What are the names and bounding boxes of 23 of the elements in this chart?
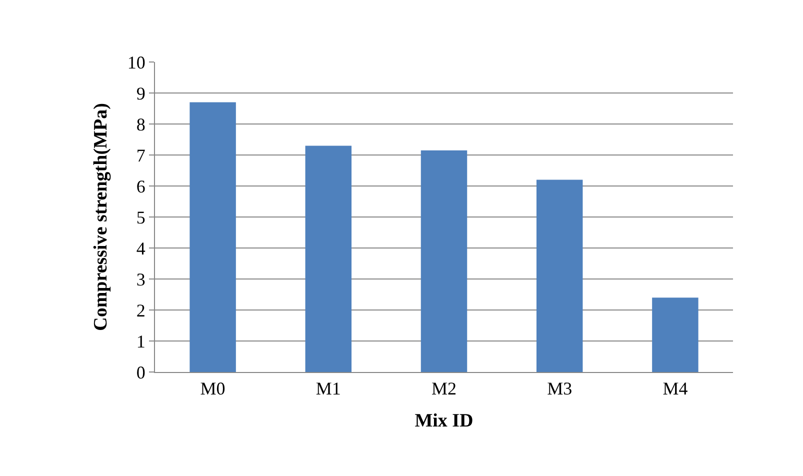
bar <box>536 180 583 372</box>
x-tick-label: M2 <box>431 378 457 399</box>
y-tick-label: 4 <box>136 238 146 258</box>
y-axis-title: Compressive strength(MPa) <box>90 103 112 331</box>
bar <box>652 298 698 372</box>
x-tick-label: M1 <box>316 378 341 399</box>
x-axis-title: Mix ID <box>414 410 474 432</box>
bar <box>305 146 352 372</box>
y-tick-label: 2 <box>136 300 146 320</box>
y-tick-label: 6 <box>136 176 146 196</box>
y-tick-label: 9 <box>136 83 146 104</box>
bar <box>190 102 236 372</box>
y-tick-label: 0 <box>136 362 146 382</box>
y-tick-label: 3 <box>136 269 146 290</box>
bar <box>420 150 468 372</box>
x-tick-label: M4 <box>662 378 688 399</box>
x-tick-label: M3 <box>547 378 572 399</box>
y-tick-label: 10 <box>127 52 146 72</box>
y-tick-label: 8 <box>136 114 146 134</box>
y-tick-label: 5 <box>136 207 146 228</box>
y-tick-label: 7 <box>136 145 146 166</box>
y-tick-label: 1 <box>136 331 146 352</box>
x-tick-label: M0 <box>200 378 226 399</box>
